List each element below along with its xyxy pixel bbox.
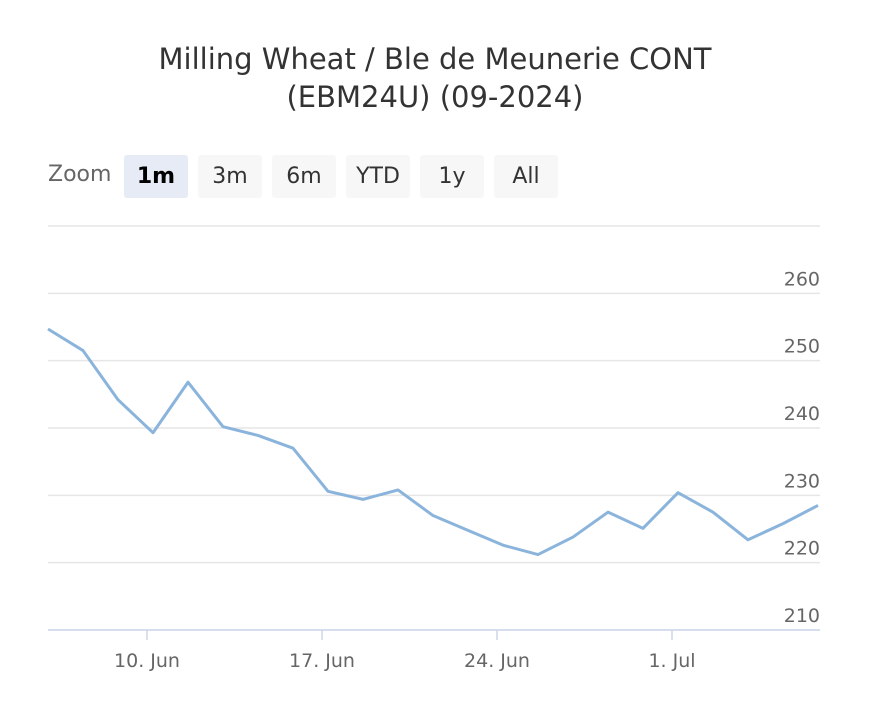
y-tick-label: 250 xyxy=(784,336,820,358)
x-tick-label: 10. Jun xyxy=(114,650,180,672)
range-button[interactable]: All xyxy=(494,155,558,198)
y-tick-label: 230 xyxy=(784,470,820,492)
range-button[interactable]: 6m xyxy=(272,155,336,198)
y-tick-label: 260 xyxy=(784,268,820,290)
y-tick-label: 210 xyxy=(784,605,820,627)
x-tick-label: 17. Jun xyxy=(289,650,355,672)
y-tick-label: 240 xyxy=(784,403,820,425)
y-tick-label: 220 xyxy=(784,538,820,560)
zoom-label: Zoom xyxy=(48,162,112,187)
x-tick-label: 1. Jul xyxy=(648,650,695,672)
chart-title: Milling Wheat / Ble de Meunerie CONT (EB… xyxy=(158,42,712,114)
x-tick-label: 24. Jun xyxy=(464,650,530,672)
range-button[interactable]: YTD xyxy=(346,155,410,198)
range-button[interactable]: 1y xyxy=(420,155,484,198)
range-button[interactable]: 1m xyxy=(124,155,188,198)
line-series xyxy=(47,327,819,557)
range-button[interactable]: 3m xyxy=(198,155,262,198)
